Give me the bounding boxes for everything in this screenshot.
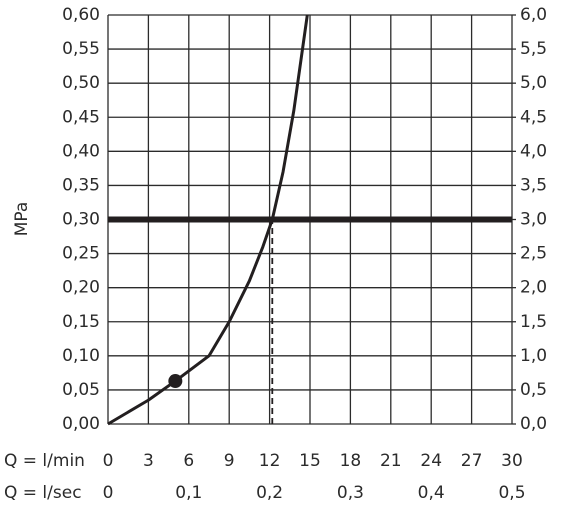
x2-tick-label: 0,3 [337, 483, 364, 503]
flow-curve [107, 14, 309, 426]
y-tick-label: 0,00 [62, 414, 100, 434]
y-tick-label: 0,10 [62, 346, 100, 366]
y2-tick-label: 2,0 [520, 278, 547, 298]
x2-tick-label: 0,2 [256, 483, 283, 503]
x-tick-label: 0 [103, 451, 114, 471]
x-tick-label: 6 [183, 451, 194, 471]
x-tick-label: 18 [340, 451, 362, 471]
y2-tick-label: 1,0 [520, 346, 547, 366]
y-tick-label: 0,50 [62, 73, 100, 93]
x-tick-label: 24 [420, 451, 442, 471]
y-tick-label: 0,45 [62, 107, 100, 127]
y-tick-label: 0,05 [62, 380, 100, 400]
y-tick-label: 0,20 [62, 278, 100, 298]
y2-tick-label: 0,0 [520, 414, 547, 434]
x-tick-label: 9 [224, 451, 235, 471]
y2-tick-label: 3,5 [520, 175, 547, 195]
x-axis-label: Q = l/min [4, 451, 85, 471]
y-tick-label: 0,40 [62, 141, 100, 161]
y-tick-label: 0,25 [62, 244, 100, 264]
x2-axis-label: Q = l/sec [4, 483, 82, 503]
x-tick-label: 15 [299, 451, 321, 471]
y2-tick-label: 6,0 [520, 5, 547, 25]
x-tick-label: 21 [380, 451, 402, 471]
y2-tick-label: 5,0 [520, 73, 547, 93]
x2-tick-label: 0,5 [498, 483, 525, 503]
y-axis-label: MPa [12, 202, 32, 237]
x2-tick-label: 0,4 [418, 483, 445, 503]
y2-tick-label: 4,0 [520, 141, 547, 161]
y2-tick-label: 4,5 [520, 107, 547, 127]
y-tick-label: 0,60 [62, 5, 100, 25]
y2-tick-label: 5,5 [520, 39, 547, 59]
y-tick-label: 0,15 [62, 312, 100, 332]
x2-tick-label: 0 [103, 483, 114, 503]
y2-tick-label: 2,5 [520, 244, 547, 264]
y2-tick-label: 0,5 [520, 380, 547, 400]
y2-tick-label: 1,5 [520, 312, 547, 332]
x-tick-label: 12 [259, 451, 281, 471]
x2-tick-label: 0,1 [175, 483, 202, 503]
x-tick-label: 3 [143, 451, 154, 471]
y-tick-label: 0,35 [62, 175, 100, 195]
x-tick-label: 30 [501, 451, 523, 471]
operating-point [168, 374, 183, 389]
y-tick-label: 0,55 [62, 39, 100, 59]
x-tick-label: 27 [461, 451, 483, 471]
y-tick-label: 0,30 [62, 210, 100, 230]
y2-tick-label: 3,0 [520, 210, 547, 230]
